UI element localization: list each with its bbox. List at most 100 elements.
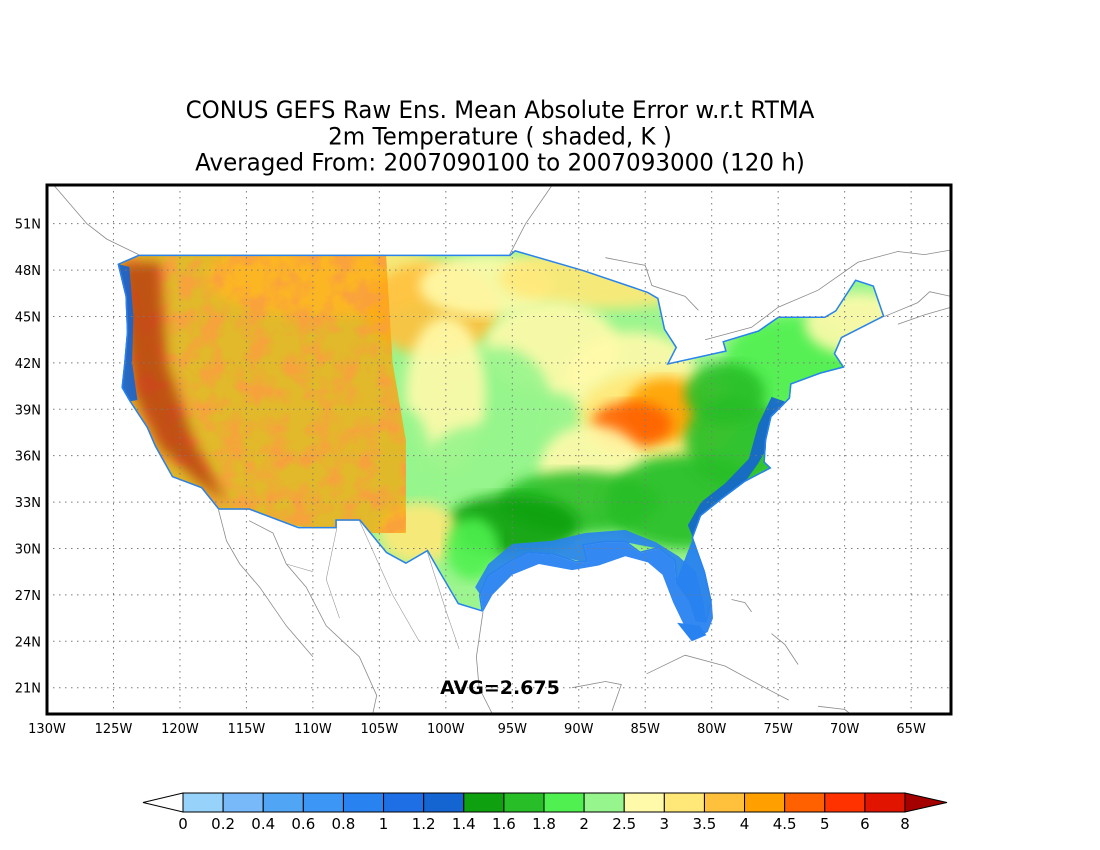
colorbar-box (222, 792, 264, 813)
colorbar-box (262, 792, 304, 813)
colorbar-label: 4.5 (773, 815, 797, 833)
coastline-8 (475, 611, 493, 714)
average-label: AVG=2.675 (440, 677, 560, 699)
colorbar-label: 8 (900, 815, 910, 833)
field-west-coast-ridge (120, 262, 227, 503)
lon-tick-label: 125W (95, 722, 133, 737)
lon-tick-label: 75W (763, 722, 793, 737)
colorbar-box (383, 792, 425, 813)
lat-tick-label: 48N (15, 264, 41, 279)
colorbar-box (703, 792, 746, 813)
lon-tick-label: 85W (631, 722, 661, 737)
colorbar-labels: 0 0.2 0.4 0.6 0.8 1 1.2 1.4 1.6 1.8 2 2.5 3 3.5 4 4.5 5 6… (178, 815, 910, 833)
title-line-1: CONUS GEFS Raw Ens. Mean Absolute Error … (185, 97, 815, 125)
lon-tick-label: 95W (498, 722, 528, 737)
colorbar (142, 792, 948, 813)
colorbar-box (784, 792, 826, 813)
lon-tick-label: 105W (361, 722, 399, 737)
basemap-outlines (53, 185, 951, 714)
colorbar-box (663, 792, 705, 813)
colorbar-label: 0 (178, 815, 188, 833)
colorbar-label: 2.5 (612, 815, 636, 833)
coastline-7 (248, 520, 378, 714)
coastline-9 (572, 681, 622, 712)
lat-tick-label: 24N (15, 635, 41, 650)
longitude-labels: 130W 125W 120W 115W 110W 105W 100W 95W 90W 85W 80W… (28, 722, 926, 737)
colorbar-label: 1.4 (452, 815, 476, 833)
mexico-boundary-2 (426, 551, 460, 650)
coastline-12 (771, 633, 799, 665)
lon-tick-label: 100W (427, 722, 465, 737)
field-region-19 (685, 362, 765, 425)
colorbar-box (463, 792, 505, 813)
colorbar-label: 3 (660, 815, 670, 833)
coastline-4 (884, 291, 951, 317)
lon-tick-label: 80W (697, 722, 727, 737)
lon-tick-label: 110W (294, 722, 332, 737)
colorbar-label: 1.6 (492, 815, 516, 833)
colorbar-box (182, 792, 224, 813)
colorbar-label: 1 (379, 815, 389, 833)
colorbar-label: 1.2 (412, 815, 436, 833)
mexico-boundary-3 (286, 563, 313, 572)
mexico-boundary-0 (325, 528, 340, 619)
coastline-3 (704, 249, 951, 341)
colorbar-label: 0.8 (332, 815, 356, 833)
lon-tick-label: 115W (228, 722, 266, 737)
colorbar-label: 2 (579, 815, 589, 833)
colorbar-label: 0.2 (211, 815, 235, 833)
colorbar-label: 3.5 (693, 815, 717, 833)
lat-tick-label: 33N (15, 496, 41, 511)
colorbar-label: 0.4 (251, 815, 275, 833)
colorbar-label: 5 (820, 815, 830, 833)
coastline-6 (218, 509, 314, 658)
lon-tick-label: 70W (830, 722, 860, 737)
lon-tick-label: 130W (28, 722, 66, 737)
colorbar-box (503, 792, 545, 813)
colorbar-over-arrow (904, 792, 948, 813)
lat-tick-label: 51N (15, 218, 41, 233)
lon-tick-label: 120W (161, 722, 199, 737)
lat-tick-label: 45N (15, 310, 41, 325)
map-border (45, 183, 953, 716)
field-gulf-offshore (480, 537, 713, 637)
mexico-boundary-1 (359, 520, 420, 642)
lat-lon-grid (47, 185, 951, 714)
lat-tick-label: 42N (15, 357, 41, 372)
colorbar-box (824, 792, 866, 813)
coastline-0 (53, 185, 139, 255)
coastline-13 (818, 705, 852, 714)
colorbar-box (543, 792, 585, 813)
colorbar-box (342, 792, 385, 813)
plot-title: CONUS GEFS Raw Ens. Mean Absolute Error … (150, 98, 850, 177)
colorbar-box (864, 792, 906, 813)
colorbar-box (583, 792, 625, 813)
coastline-2 (605, 257, 699, 311)
colorbar-under-arrow (142, 792, 184, 813)
colorbar-label: 1.8 (532, 815, 556, 833)
lat-tick-label: 36N (15, 450, 41, 465)
lat-tick-label: 21N (15, 682, 41, 697)
lon-tick-label: 90W (564, 722, 594, 737)
coastline-5 (897, 306, 951, 325)
title-line-3: Averaged From: 2007090100 to 2007093000 … (195, 149, 805, 177)
colorbar-label: 0.6 (291, 815, 315, 833)
coastline-10 (646, 654, 789, 701)
colorbar-box (744, 792, 786, 813)
lat-tick-label: 27N (15, 589, 41, 604)
coastline-1 (509, 185, 553, 255)
field-keys (677, 622, 707, 642)
colorbar-label: 4 (740, 815, 750, 833)
colorbar-box (423, 792, 465, 813)
field-region-22 (445, 517, 500, 580)
lat-tick-label: 39N (15, 403, 41, 418)
field-coast-1 (687, 396, 785, 538)
colorbar-box (623, 792, 665, 813)
colorbar-box (302, 792, 344, 813)
title-line-2: 2m Temperature ( shaded, K ) (328, 123, 672, 151)
lon-tick-label: 65W (896, 722, 926, 737)
colorbar-label: 6 (860, 815, 870, 833)
coastline-11 (731, 599, 752, 613)
lat-tick-label: 30N (15, 542, 41, 557)
